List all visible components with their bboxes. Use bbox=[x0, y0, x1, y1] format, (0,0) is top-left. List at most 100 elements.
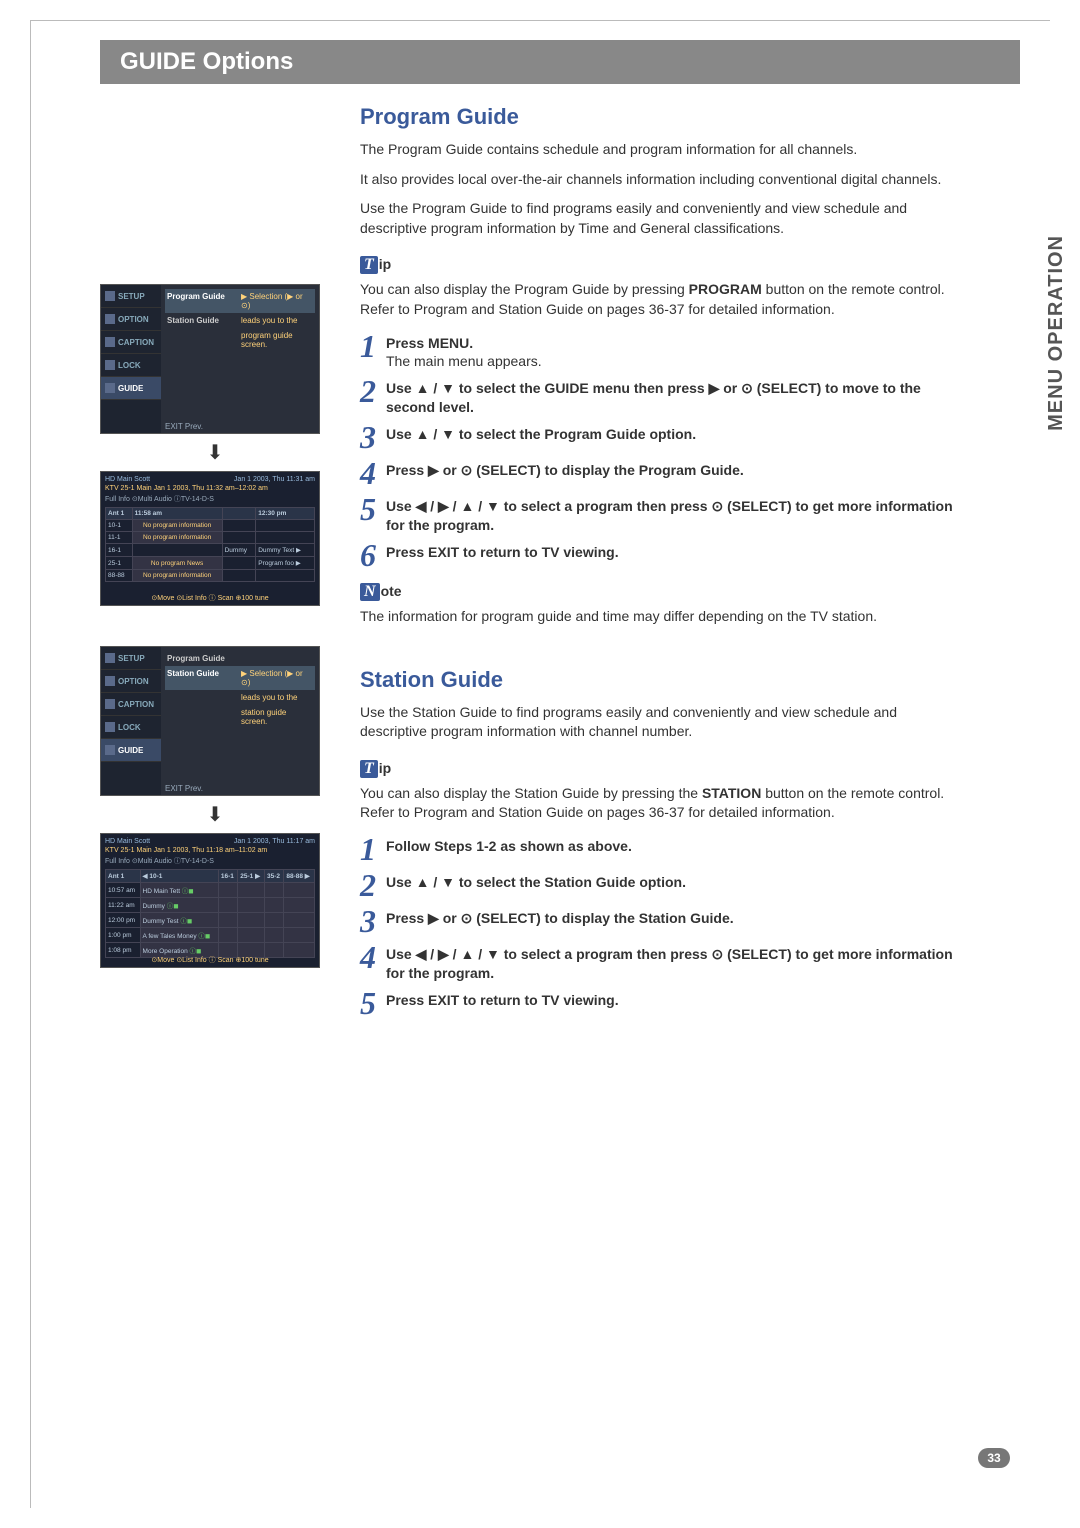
menu-item-icon bbox=[105, 360, 115, 370]
grid-cell bbox=[132, 544, 222, 557]
grid-cell: Dummy Test ⓘ◼ bbox=[140, 913, 218, 928]
pg-intro-2: It also provides local over-the-air chan… bbox=[360, 170, 960, 190]
pg-note-text: The information for program guide and ti… bbox=[360, 607, 960, 627]
step-text: Use ▲ / ▼ to select the Station Guide op… bbox=[386, 869, 686, 892]
step: 2 Use ▲ / ▼ to select the Station Guide … bbox=[360, 869, 960, 901]
grid-col bbox=[222, 508, 256, 520]
menu-item-guide: GUIDE bbox=[101, 377, 161, 400]
program-guide-grid-mock: HD Main Scott Jan 1 2003, Thu 11:31 am K… bbox=[100, 471, 320, 606]
grid-cell: No program News bbox=[132, 557, 222, 570]
tip-suffix: ip bbox=[379, 256, 391, 272]
right-column: Program Guide The Program Guide contains… bbox=[360, 104, 1020, 1023]
menu-row-desc bbox=[241, 654, 313, 663]
grid-cell: 10:57 am bbox=[106, 883, 141, 898]
step-number: 2 bbox=[360, 869, 386, 901]
grid-cell: 10-1 bbox=[106, 520, 133, 532]
tip-label: T ip bbox=[360, 760, 391, 778]
grid-cell: No program information bbox=[132, 520, 222, 532]
sg-steps: 1 Follow Steps 1-2 as shown as above. 2 U… bbox=[360, 833, 960, 1019]
station-guide-title: Station Guide bbox=[360, 667, 960, 693]
menu-row: Program Guide▶ Selection (▶ or ⊙) bbox=[165, 289, 315, 313]
tip-suffix: ip bbox=[379, 760, 391, 776]
grid-cell: Program foo ▶ bbox=[256, 557, 315, 570]
sg-info: Full Info ⊙Multi Audio ⓘTV-14-D-S bbox=[105, 856, 315, 866]
menu-row-label: Station Guide bbox=[167, 316, 237, 325]
step: 6 Press EXIT to return to TV viewing. bbox=[360, 539, 960, 571]
grid-cell bbox=[218, 928, 237, 943]
menu-footer: EXIT Prev. bbox=[165, 784, 203, 793]
sg-tip-text: You can also display the Station Guide b… bbox=[360, 784, 960, 823]
step-text: Use ◀ / ▶ / ▲ / ▼ to select a program th… bbox=[386, 493, 960, 535]
grid-row: 12:00 pmDummy Test ⓘ◼ bbox=[106, 913, 315, 928]
grid-cell bbox=[218, 883, 237, 898]
page-banner: GUIDE Options bbox=[100, 40, 1020, 84]
grid-col: 25-1 ▶ bbox=[238, 870, 265, 883]
grid-cell bbox=[284, 883, 315, 898]
step: 5 Press EXIT to return to TV viewing. bbox=[360, 987, 960, 1019]
tip-label: T ip bbox=[360, 256, 391, 274]
menu-item-label: CAPTION bbox=[118, 338, 154, 347]
menu-item-lock: LOCK bbox=[101, 354, 161, 377]
step: 3 Use ▲ / ▼ to select the Program Guide … bbox=[360, 421, 960, 453]
note-label: N ote bbox=[360, 583, 402, 601]
menu-item-option: OPTION bbox=[101, 308, 161, 331]
grid-cell: 12:00 pm bbox=[106, 913, 141, 928]
sg-hdr-left: HD Main Scott bbox=[105, 838, 150, 845]
step: 4 Press ▶ or ⊙ (SELECT) to display the P… bbox=[360, 457, 960, 489]
step-text: Press ▶ or ⊙ (SELECT) to display the Pro… bbox=[386, 457, 744, 480]
grid-col: Ant 1 bbox=[106, 870, 141, 883]
menu-item-label: LOCK bbox=[118, 361, 141, 370]
grid-cell bbox=[218, 898, 237, 913]
menu-item-label: GUIDE bbox=[118, 746, 143, 755]
left-column: SETUP OPTION CAPTION LOCK GUIDE Program Guid… bbox=[100, 104, 330, 1023]
step: 3 Press ▶ or ⊙ (SELECT) to display the S… bbox=[360, 905, 960, 937]
grid-cell: Dummy bbox=[222, 544, 256, 557]
grid-row: 25-1No program NewsProgram foo ▶ bbox=[106, 557, 315, 570]
step-text: Press MENU.The main menu appears. bbox=[386, 330, 542, 372]
step-text: Use ◀ / ▶ / ▲ / ▼ to select a program th… bbox=[386, 941, 960, 983]
sg-footer: ⊙Move ⊙List Info ⓘ Scan ⊕100 tune bbox=[105, 955, 315, 965]
step: 2 Use ▲ / ▼ to select the GUIDE menu the… bbox=[360, 375, 960, 417]
menu-row: Station Guideleads you to the bbox=[165, 313, 315, 328]
grid-cell: No program information bbox=[132, 532, 222, 544]
pg-steps: 1 Press MENU.The main menu appears.2 Use… bbox=[360, 330, 960, 571]
menu-item-label: OPTION bbox=[118, 677, 149, 686]
sg-hdr-right: Jan 1 2003, Thu 11:17 am bbox=[234, 838, 315, 845]
menu-row-desc: program guide screen. bbox=[241, 331, 313, 349]
grid-cell bbox=[238, 913, 265, 928]
grid-cell: 88-88 bbox=[106, 570, 133, 582]
grid-cell bbox=[222, 557, 256, 570]
menu-row-desc: ▶ Selection (▶ or ⊙) bbox=[241, 669, 313, 687]
step-number: 5 bbox=[360, 987, 386, 1019]
grid-cell: HD Main Tett ⓘ◼ bbox=[140, 883, 218, 898]
step-number: 2 bbox=[360, 375, 386, 407]
menu-item-icon bbox=[105, 699, 115, 709]
grid-row: 1:00 pmA few Tales Money ⓘ◼ bbox=[106, 928, 315, 943]
side-tab: MENU OPERATION bbox=[1045, 235, 1068, 431]
menu-item-icon bbox=[105, 383, 115, 393]
grid-cell bbox=[264, 913, 283, 928]
note-suffix: ote bbox=[381, 583, 402, 599]
arrow-down-icon: ⬇ bbox=[100, 440, 330, 465]
grid-cell bbox=[238, 898, 265, 913]
tip-badge-icon: T bbox=[360, 256, 378, 274]
menu-footer: EXIT Prev. bbox=[165, 422, 203, 431]
sg-tip-prefix: You can also display the Station Guide b… bbox=[360, 785, 702, 801]
arrow-down-icon: ⬇ bbox=[100, 802, 330, 827]
grid-cell bbox=[256, 570, 315, 582]
menu-item-setup: SETUP bbox=[101, 647, 161, 670]
menu-item-caption: CAPTION bbox=[101, 693, 161, 716]
menu-item-label: SETUP bbox=[118, 292, 145, 301]
grid-cell bbox=[218, 913, 237, 928]
grid-cell bbox=[284, 928, 315, 943]
menu-row-label bbox=[167, 331, 237, 349]
menu-item-option: OPTION bbox=[101, 670, 161, 693]
menu-row: station guide screen. bbox=[165, 705, 315, 729]
step: 1 Follow Steps 1-2 as shown as above. bbox=[360, 833, 960, 865]
grid-row: 10-1No program information bbox=[106, 520, 315, 532]
menu-item-label: LOCK bbox=[118, 723, 141, 732]
step: 5 Use ◀ / ▶ / ▲ / ▼ to select a program … bbox=[360, 493, 960, 535]
menu-item-icon bbox=[105, 745, 115, 755]
menu-row: program guide screen. bbox=[165, 328, 315, 352]
pg-tip-text: You can also display the Program Guide b… bbox=[360, 280, 960, 319]
